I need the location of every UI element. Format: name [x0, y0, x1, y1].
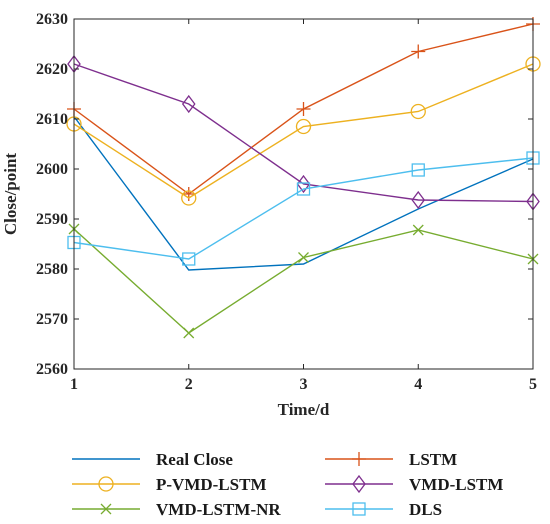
legend-item-real-close: Real Close	[72, 450, 233, 469]
data-point-vmd-lstm-nr-3	[298, 252, 309, 263]
series-line-p-vmd-lstm	[73, 63, 534, 199]
series-real-close	[73, 116, 534, 271]
legend-item-lstm: LSTM	[325, 450, 457, 469]
legend-label-lstm: LSTM	[409, 450, 457, 469]
legend-label-real-close: Real Close	[156, 450, 233, 469]
x-tick-label: 5	[529, 376, 537, 393]
legend-label-vmd-lstm-nr: VMD-LSTM-NR	[156, 500, 281, 519]
data-point-dls-2	[182, 252, 196, 266]
data-point-vmd-lstm-4	[411, 190, 426, 210]
y-tick-label: 2580	[36, 261, 68, 278]
legend-item-vmd-lstm: VMD-LSTM	[325, 474, 503, 494]
y-tick-label: 2610	[36, 111, 68, 128]
data-point-dls-4	[411, 163, 425, 177]
data-point-vmd-lstm-3	[296, 174, 311, 194]
y-axis-label: Close/point	[1, 153, 20, 236]
y-tick-label: 2590	[36, 211, 68, 228]
legend-marker-dls	[352, 502, 366, 516]
series-vmd-lstm-nr	[68, 223, 539, 339]
data-point-lstm-3	[296, 102, 311, 116]
data-point-p-vmd-lstm-4	[410, 103, 426, 120]
legend-marker-p-vmd-lstm	[98, 476, 114, 492]
axes-layer: 1 2 3 4 5 2560 2570 2580 2590 2600 2610 2620 2630	[36, 11, 537, 393]
series-vmd-lstm	[67, 54, 540, 211]
legend: Real Close LSTM P-VMD-LSTM VMD-LSTM VMD-LSTM…	[72, 450, 503, 519]
legend-marker-vmd-lstm	[352, 474, 366, 494]
x-axis-label: Time/d	[278, 400, 330, 419]
legend-label-vmd-lstm: VMD-LSTM	[409, 475, 503, 494]
y-tick-label: 2630	[36, 11, 68, 28]
legend-item-dls: DLS	[325, 500, 442, 519]
y-tick-label: 2600	[36, 161, 68, 178]
legend-marker-lstm	[352, 452, 366, 466]
data-point-vmd-lstm-nr-2	[183, 327, 195, 339]
legend-label-dls: DLS	[409, 500, 442, 519]
series-line-real-close	[73, 116, 534, 271]
y-tick-label: 2620	[36, 61, 68, 78]
data-point-vmd-lstm-nr-4	[412, 224, 424, 236]
data-point-p-vmd-lstm-2	[181, 190, 197, 206]
legend-marker-vmd-lstm-nr	[100, 503, 112, 515]
data-point-vmd-lstm-2	[181, 94, 196, 114]
data-point-lstm-4	[411, 44, 426, 59]
series-line-vmd-lstm	[73, 63, 534, 203]
y-tick-label: 2570	[36, 311, 68, 328]
data-point-dls-3	[296, 182, 311, 196]
legend-label-p-vmd-lstm: P-VMD-LSTM	[156, 475, 266, 494]
x-tick-label: 4	[414, 376, 422, 393]
x-tick-label: 3	[300, 376, 308, 393]
legend-item-vmd-lstm-nr: VMD-LSTM-NR	[72, 500, 281, 519]
plot-area	[74, 19, 533, 369]
plot-background	[74, 19, 533, 369]
x-tick-label: 2	[185, 376, 193, 393]
data-point-p-vmd-lstm-3	[295, 118, 312, 135]
legend-item-p-vmd-lstm: P-VMD-LSTM	[72, 475, 266, 494]
series-line-dls	[73, 157, 534, 260]
x-tick-label: 1	[70, 376, 78, 393]
y-tick-label: 2560	[36, 361, 68, 378]
